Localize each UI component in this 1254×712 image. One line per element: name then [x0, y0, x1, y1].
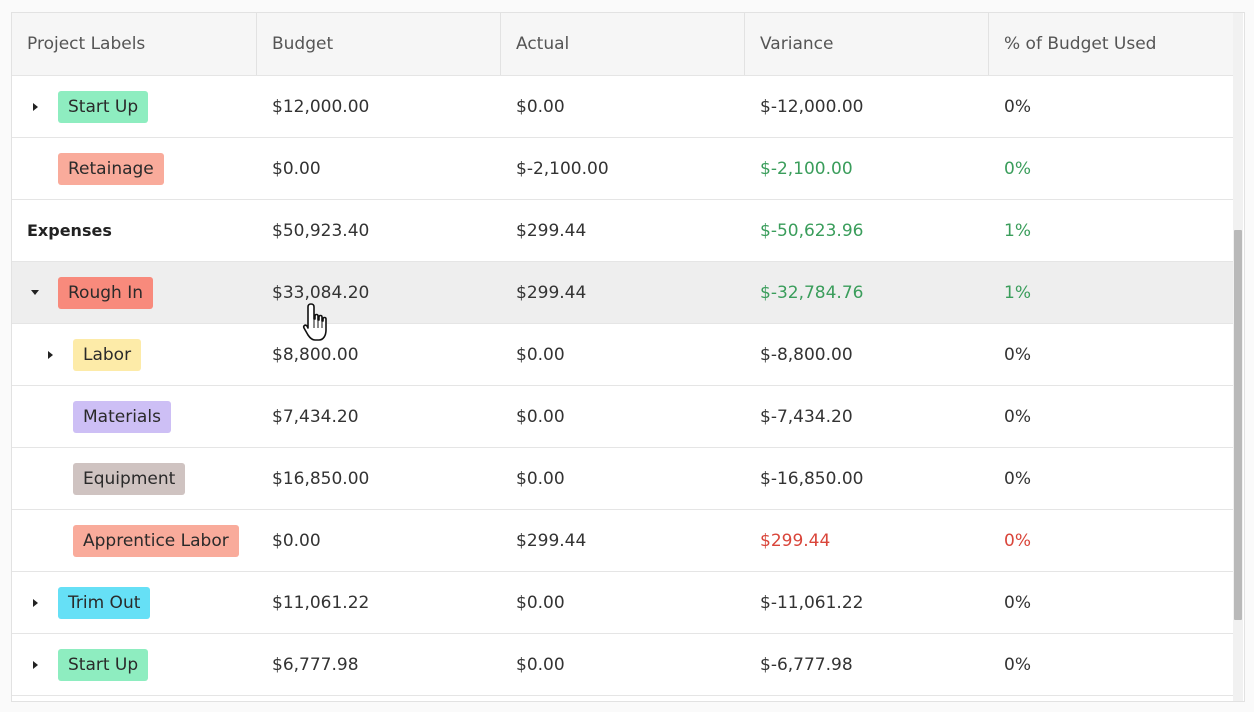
table-header: Project Labels Budget Actual Variance % …	[12, 13, 1234, 76]
budget-table: Project Labels Budget Actual Variance % …	[11, 12, 1245, 702]
variance-cell: $-7,434.20	[760, 406, 853, 427]
percent-used-cell: 0%	[1004, 592, 1031, 613]
variance-cell: $-11,061.22	[760, 592, 864, 613]
table-grid: Project Labels Budget Actual Variance % …	[12, 13, 1234, 696]
table-row[interactable]: Retainage $0.00 $-2,100.00 $-2,100.00 0%	[12, 138, 1234, 200]
table-row[interactable]: Materials $7,434.20 $0.00 $-7,434.20 0%	[12, 386, 1234, 448]
budget-cell: $8,800.00	[272, 344, 359, 365]
variance-cell: $-50,623.96	[760, 220, 864, 241]
expand-caret-icon[interactable]	[42, 350, 58, 359]
vertical-scrollbar[interactable]	[1233, 13, 1243, 701]
actual-cell: $0.00	[516, 592, 565, 613]
budget-cell: $6,777.98	[272, 654, 359, 675]
project-label-cell: Retainage	[12, 152, 257, 185]
project-label-cell: Materials	[12, 400, 257, 433]
variance-cell: $-6,777.98	[760, 654, 853, 675]
project-label-cell: Apprentice Labor	[12, 524, 257, 557]
budget-cell: $0.00	[272, 158, 321, 179]
actual-cell: $0.00	[516, 344, 565, 365]
expand-caret-icon[interactable]	[27, 598, 43, 607]
label-tag[interactable]: Start Up	[58, 648, 149, 681]
label-tag[interactable]: Labor	[73, 338, 142, 371]
table-row[interactable]: Start Up $12,000.00 $0.00 $-12,000.00 0%	[12, 76, 1234, 138]
actual-cell: $299.44	[516, 530, 587, 551]
percent-used-cell: 0%	[1004, 468, 1031, 489]
percent-used-cell: 0%	[1004, 158, 1031, 179]
percent-used-cell: 0%	[1004, 406, 1031, 427]
table-row[interactable]: Labor $8,800.00 $0.00 $-8,800.00 0%	[12, 324, 1234, 386]
variance-cell: $-2,100.00	[760, 158, 853, 179]
table-body: Start Up $12,000.00 $0.00 $-12,000.00 0% Reta…	[12, 76, 1234, 696]
label-tag[interactable]: Apprentice Labor	[73, 524, 239, 557]
variance-cell: $-12,000.00	[760, 96, 864, 117]
percent-used-cell: 0%	[1004, 344, 1031, 365]
column-header-budget[interactable]: Budget	[257, 13, 501, 75]
percent-used-cell: 0%	[1004, 530, 1031, 551]
project-label-cell: Rough In	[12, 276, 257, 309]
percent-used-cell: 0%	[1004, 96, 1031, 117]
table-row[interactable]: Rough In $33,084.20 $299.44 $-32,784.76 1%	[12, 262, 1234, 324]
budget-cell: $16,850.00	[272, 468, 370, 489]
budget-cell: $11,061.22	[272, 592, 370, 613]
budget-cell: $33,084.20	[272, 282, 370, 303]
project-label-cell: Labor	[12, 338, 257, 371]
project-label-cell: Expenses	[12, 221, 257, 240]
actual-cell: $0.00	[516, 468, 565, 489]
project-label-cell: Start Up	[12, 90, 257, 123]
actual-cell: $299.44	[516, 282, 587, 303]
collapse-caret-icon[interactable]	[27, 290, 43, 295]
label-tag[interactable]: Rough In	[58, 276, 153, 309]
scrollbar-thumb[interactable]	[1234, 230, 1242, 620]
percent-used-cell: 1%	[1004, 282, 1031, 303]
project-label-cell: Start Up	[12, 648, 257, 681]
project-label-cell: Trim Out	[12, 586, 257, 619]
actual-cell: $-2,100.00	[516, 158, 609, 179]
column-header-project-labels[interactable]: Project Labels	[12, 13, 257, 75]
budget-cell: $12,000.00	[272, 96, 370, 117]
percent-used-cell: 1%	[1004, 220, 1031, 241]
hand-pointer-icon	[302, 303, 327, 341]
table-row[interactable]: Equipment $16,850.00 $0.00 $-16,850.00 0%	[12, 448, 1234, 510]
column-header-percent-used[interactable]: % of Budget Used	[989, 13, 1234, 75]
variance-cell: $-8,800.00	[760, 344, 853, 365]
column-header-actual[interactable]: Actual	[501, 13, 745, 75]
percent-used-cell: 0%	[1004, 654, 1031, 675]
actual-cell: $299.44	[516, 220, 587, 241]
variance-cell: $299.44	[760, 530, 831, 551]
actual-cell: $0.00	[516, 654, 565, 675]
table-row[interactable]: Apprentice Labor $0.00 $299.44 $299.44 0%	[12, 510, 1234, 572]
table-row[interactable]: Trim Out $11,061.22 $0.00 $-11,061.22 0%	[12, 572, 1234, 634]
section-label: Expenses	[27, 221, 112, 240]
column-header-variance[interactable]: Variance	[745, 13, 989, 75]
variance-cell: $-32,784.76	[760, 282, 864, 303]
budget-cell: $50,923.40	[272, 220, 370, 241]
label-tag[interactable]: Retainage	[58, 152, 164, 185]
label-tag[interactable]: Equipment	[73, 462, 186, 495]
table-row[interactable]: Start Up $6,777.98 $0.00 $-6,777.98 0%	[12, 634, 1234, 696]
budget-cell: $0.00	[272, 530, 321, 551]
budget-cell: $7,434.20	[272, 406, 359, 427]
label-tag[interactable]: Start Up	[58, 90, 149, 123]
actual-cell: $0.00	[516, 406, 565, 427]
table-row[interactable]: Expenses $50,923.40 $299.44 $-50,623.96 1%	[12, 200, 1234, 262]
expand-caret-icon[interactable]	[27, 102, 43, 111]
variance-cell: $-16,850.00	[760, 468, 864, 489]
expand-caret-icon[interactable]	[27, 660, 43, 669]
actual-cell: $0.00	[516, 96, 565, 117]
label-tag[interactable]: Trim Out	[58, 586, 151, 619]
project-label-cell: Equipment	[12, 462, 257, 495]
label-tag[interactable]: Materials	[73, 400, 171, 433]
